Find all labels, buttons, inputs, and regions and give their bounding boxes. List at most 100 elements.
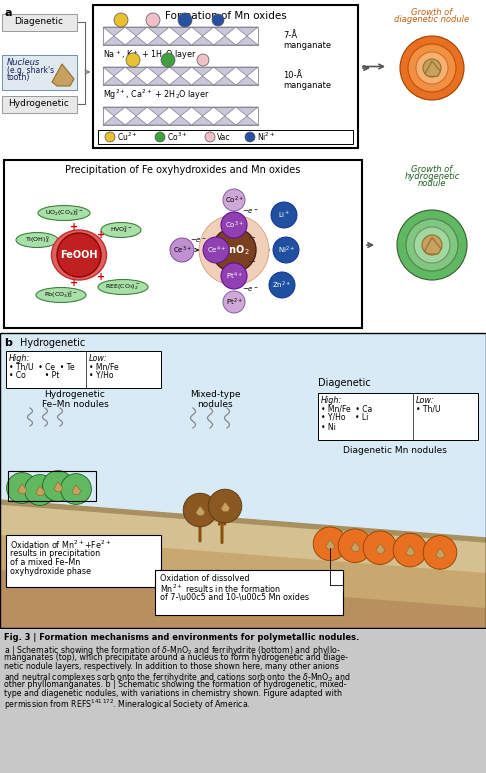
Text: Ce$^{3+}$: Ce$^{3+}$ <box>173 244 191 256</box>
Polygon shape <box>221 502 230 512</box>
Text: Vac: Vac <box>217 132 230 141</box>
Bar <box>0 333 486 628</box>
Polygon shape <box>236 67 258 76</box>
Circle shape <box>65 478 87 500</box>
Polygon shape <box>147 76 170 85</box>
Polygon shape <box>236 36 258 45</box>
Circle shape <box>221 263 247 289</box>
Text: Formation of Mn oxides: Formation of Mn oxides <box>165 11 286 21</box>
Bar <box>0 333 486 628</box>
Text: +: + <box>97 272 105 282</box>
Text: Fig. 3 | Formation mechanisms and environments for polymetallic nodules.: Fig. 3 | Formation mechanisms and enviro… <box>4 633 359 642</box>
Polygon shape <box>236 116 258 125</box>
Text: nodule: nodule <box>418 179 446 188</box>
Text: HVO$_4^{2-}$: HVO$_4^{2-}$ <box>109 225 132 236</box>
Circle shape <box>245 132 255 142</box>
Circle shape <box>220 501 230 511</box>
Circle shape <box>318 532 342 556</box>
Circle shape <box>372 540 388 556</box>
Text: • Co        • Pt: • Co • Pt <box>9 371 59 380</box>
Circle shape <box>197 54 209 66</box>
Ellipse shape <box>98 280 148 295</box>
Circle shape <box>400 36 464 100</box>
Polygon shape <box>425 61 440 77</box>
Bar <box>155 570 343 615</box>
Polygon shape <box>214 107 236 116</box>
Circle shape <box>422 235 442 255</box>
Polygon shape <box>0 570 486 628</box>
Text: Mg$^{2+}$, Ca$^{2+}$ + 2H$_2$O layer: Mg$^{2+}$, Ca$^{2+}$ + 2H$_2$O layer <box>103 88 210 102</box>
Text: diagenetic nodule: diagenetic nodule <box>395 15 469 24</box>
Bar <box>93 5 358 148</box>
Circle shape <box>161 53 175 67</box>
Polygon shape <box>191 116 214 125</box>
Ellipse shape <box>52 230 106 280</box>
Polygon shape <box>236 76 258 85</box>
Circle shape <box>35 485 44 495</box>
Circle shape <box>273 237 299 263</box>
Bar <box>103 67 258 85</box>
Bar <box>4 160 362 328</box>
Text: 10-Å
manganate: 10-Å manganate <box>283 71 331 90</box>
Text: hydrogenetic: hydrogenetic <box>404 172 460 181</box>
Polygon shape <box>147 107 170 116</box>
Text: manganates (top), which precipitate around a nucleus to form hydrogenetic and di: manganates (top), which precipitate arou… <box>4 653 348 662</box>
Bar <box>318 393 478 440</box>
Text: $-e^-$: $-e^-$ <box>190 236 207 245</box>
Circle shape <box>423 536 457 569</box>
Bar <box>8 471 96 501</box>
Circle shape <box>313 527 347 560</box>
Text: Co$^{3+}$: Co$^{3+}$ <box>167 131 188 143</box>
Circle shape <box>188 498 212 522</box>
Circle shape <box>406 219 458 271</box>
Polygon shape <box>236 27 258 36</box>
Text: Ce$^{4+}$: Ce$^{4+}$ <box>207 244 226 256</box>
Polygon shape <box>214 67 236 76</box>
Polygon shape <box>103 116 125 125</box>
Circle shape <box>71 485 80 493</box>
Circle shape <box>155 132 165 142</box>
Text: • Mn/Fe  • Ca: • Mn/Fe • Ca <box>321 404 372 413</box>
Circle shape <box>423 59 441 77</box>
Circle shape <box>416 52 448 84</box>
Bar <box>103 107 258 125</box>
Circle shape <box>32 482 48 498</box>
Circle shape <box>17 484 26 492</box>
Circle shape <box>69 482 84 497</box>
Text: • Mn/Fe: • Mn/Fe <box>89 362 119 371</box>
Bar <box>0 630 486 773</box>
Circle shape <box>401 542 418 558</box>
Polygon shape <box>236 107 258 116</box>
Text: High:: High: <box>9 354 30 363</box>
Circle shape <box>271 202 297 228</box>
Polygon shape <box>103 27 125 36</box>
Text: Ti(OH)$_4^0$: Ti(OH)$_4^0$ <box>25 234 49 245</box>
Text: Diagenetic: Diagenetic <box>318 378 371 388</box>
Circle shape <box>205 132 215 142</box>
Polygon shape <box>351 542 360 551</box>
Polygon shape <box>125 67 147 76</box>
Circle shape <box>47 475 69 497</box>
Text: Diagenetic Mn nodules: Diagenetic Mn nodules <box>343 446 447 455</box>
Circle shape <box>170 238 194 262</box>
Text: UO$_2$(CO$_3$)$_2^{2-}$: UO$_2$(CO$_3$)$_2^{2-}$ <box>45 208 83 219</box>
Circle shape <box>338 529 372 563</box>
Text: type and diagenetic nodules, with variations in chemistry shown. Figure adapted : type and diagenetic nodules, with variat… <box>4 689 342 698</box>
Polygon shape <box>72 485 81 495</box>
Polygon shape <box>103 76 125 85</box>
Circle shape <box>126 53 140 67</box>
Circle shape <box>114 13 128 27</box>
Circle shape <box>25 475 55 506</box>
Text: Cu$^{2+}$: Cu$^{2+}$ <box>117 131 138 143</box>
Text: Mn$^{2+}$ results in the formation: Mn$^{2+}$ results in the formation <box>160 583 280 595</box>
Circle shape <box>203 237 229 263</box>
Text: netic nodule layers, respectively. In addition to those shown here, many other a: netic nodule layers, respectively. In ad… <box>4 662 339 671</box>
Polygon shape <box>103 67 125 76</box>
Circle shape <box>414 227 450 263</box>
Polygon shape <box>147 36 170 45</box>
Circle shape <box>213 494 237 518</box>
Text: permission from REFS$^{141\,172}$. Mineralogical Society of America.: permission from REFS$^{141\,172}$. Miner… <box>4 698 250 713</box>
Text: Co$^{2+}$: Co$^{2+}$ <box>225 194 243 206</box>
Text: results in precipitation: results in precipitation <box>10 549 100 558</box>
Polygon shape <box>170 27 191 36</box>
